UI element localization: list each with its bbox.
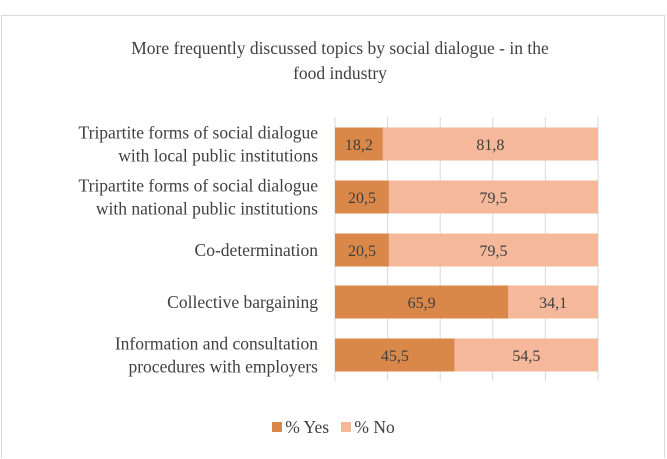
data-label-yes: 20,5 [348,243,376,260]
chart-frame [1,15,665,458]
legend-item-yes: % Yes [272,417,329,438]
data-label-yes: 65,9 [408,295,436,312]
bar-no [388,233,598,267]
category-label: with national public institutions [96,199,318,219]
chart-title-line-2: food industry [293,63,387,83]
data-label-yes: 20,5 [348,190,376,207]
bar-yes [335,285,509,319]
legend-swatch-yes [272,422,283,432]
legend-label-no: % No [354,417,395,437]
data-label-no: 81,8 [476,137,504,154]
data-label-no: 79,5 [479,190,507,207]
category-label: Tripartite forms of social dialogue [79,123,319,143]
data-label-yes: 18,2 [345,137,373,154]
bar-yes [335,127,383,161]
bar-no [454,338,598,372]
bar-yes [335,180,389,214]
legend-label-yes: % Yes [285,417,330,437]
bar-no [508,285,598,319]
category-label: Tripartite forms of social dialogue [79,176,319,196]
bar-yes [335,233,389,267]
category-label: Collective bargaining [167,292,318,312]
legend-item-no: % No [341,417,395,438]
category-label: Information and consultation [115,334,318,354]
data-label-no: 79,5 [479,243,507,260]
category-label: with local public institutions [118,146,318,166]
bar-no [388,180,598,214]
data-label-no: 34,1 [539,295,567,312]
data-label-no: 54,5 [512,348,540,365]
category-label: Co-determination [195,240,319,260]
data-label-yes: 45,5 [381,348,409,365]
category-label: procedures with employers [128,357,318,377]
chart-title-line-1: More frequently discussed topics by soci… [131,38,549,58]
legend: % Yes % No [0,417,667,438]
bar-yes [335,338,455,372]
legend-swatch-no [341,422,352,432]
bar-no [382,127,598,161]
chart-title: More frequently discussed topics by soci… [70,36,610,86]
